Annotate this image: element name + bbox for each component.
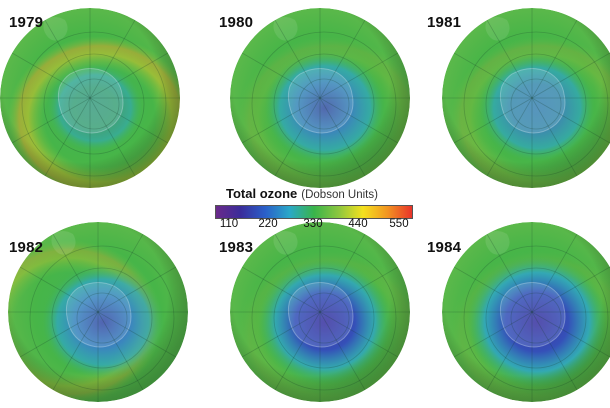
globe-shading — [230, 222, 410, 402]
ozone-globe-1984 — [442, 222, 610, 402]
globe-shading — [8, 222, 188, 402]
year-label-1984: 1984 — [427, 239, 462, 256]
year-label-1983: 1983 — [219, 239, 254, 256]
globe-panel-1982 — [0, 214, 196, 408]
legend-tick-330: 330 — [303, 218, 323, 230]
globe-panel-1983 — [222, 214, 418, 408]
globe-panel-1980 — [222, 0, 418, 196]
year-label-1979: 1979 — [9, 14, 44, 31]
legend-tick-220: 220 — [258, 218, 278, 230]
globe-panel-1984 — [434, 214, 610, 408]
legend-color-bar — [215, 205, 413, 219]
ozone-globe-1980 — [230, 8, 410, 188]
year-label-1982: 1982 — [9, 239, 44, 256]
legend-units: (Dobson Units) — [301, 189, 378, 201]
legend-title-text: Total ozone — [226, 186, 298, 201]
year-label-1980: 1980 — [219, 14, 254, 31]
year-label-1981: 1981 — [427, 14, 462, 31]
legend-tick-550: 550 — [389, 218, 409, 230]
legend-tick-440: 440 — [348, 218, 368, 230]
ozone-globe-1983 — [230, 222, 410, 402]
ozone-globe-1981 — [442, 8, 610, 188]
legend-title: Total ozone (Dobson Units) — [226, 186, 378, 201]
globe-panel-1981 — [434, 0, 610, 196]
ozone-globe-1982 — [8, 222, 188, 402]
legend-tick-110: 110 — [219, 218, 239, 230]
legend-ticks: 110 220 330 440 550 — [210, 218, 420, 238]
ozone-legend: Total ozone (Dobson Units) 110 220 330 44… — [210, 186, 420, 236]
globe-panel-1979 — [0, 0, 188, 196]
globe-shading — [442, 222, 610, 402]
globe-shading — [0, 8, 180, 188]
globe-shading — [442, 8, 610, 188]
globe-shading — [230, 8, 410, 188]
ozone-globe-1979 — [0, 8, 180, 188]
